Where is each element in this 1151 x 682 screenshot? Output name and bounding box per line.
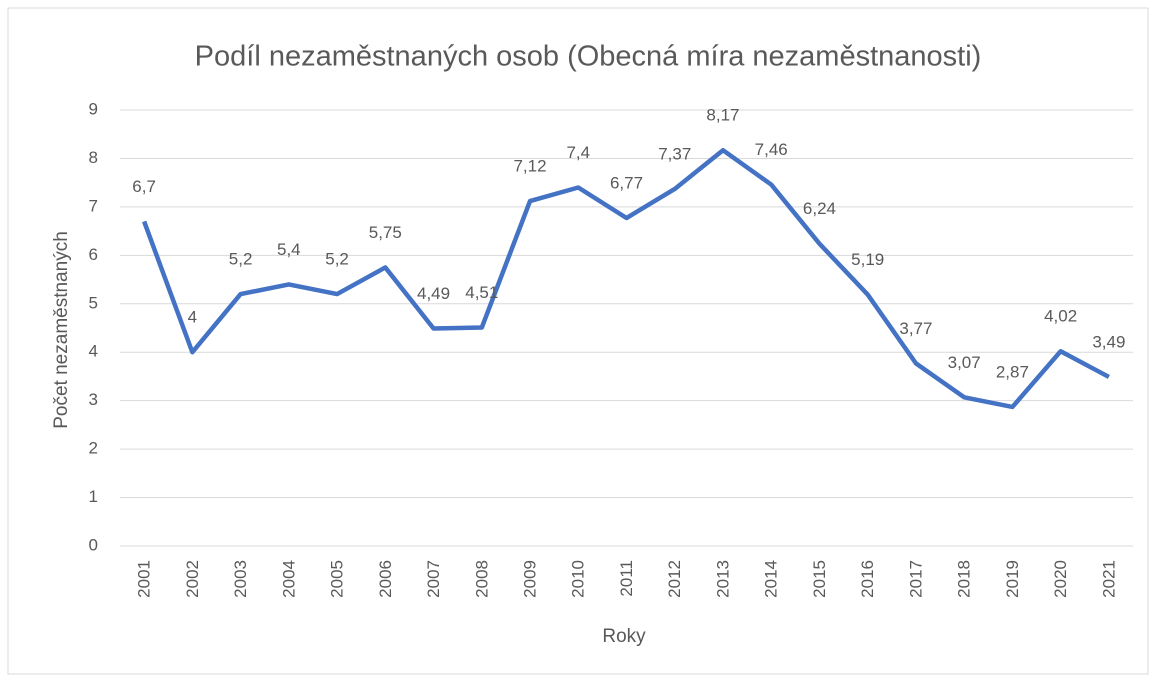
x-tick-label: 2017 xyxy=(906,560,925,598)
data-line xyxy=(142,147,1110,410)
data-label: 6,24 xyxy=(803,199,836,218)
data-label: 6,77 xyxy=(610,174,643,193)
y-axis-label: Počet nezaměstnaných xyxy=(51,231,72,429)
data-label: 7,37 xyxy=(658,144,691,163)
y-tick-label: 3 xyxy=(89,390,98,409)
x-tick-label: 2014 xyxy=(762,560,781,598)
data-label: 4,02 xyxy=(1044,307,1077,326)
y-tick-label: 2 xyxy=(89,439,98,458)
data-label: 4 xyxy=(188,308,197,327)
data-label: 3,49 xyxy=(1092,332,1125,351)
data-label: 8,17 xyxy=(706,106,739,125)
y-tick-label: 7 xyxy=(89,196,98,215)
data-label: 7,4 xyxy=(566,143,590,162)
chart-border xyxy=(7,7,1149,675)
chart-title: Podíl nezaměstnaných osob (Obecná míra n… xyxy=(195,41,982,73)
x-tick-label: 2007 xyxy=(424,560,443,598)
data-label: 5,2 xyxy=(325,250,349,269)
data-label: 4,49 xyxy=(417,284,450,303)
x-tick-label: 2016 xyxy=(858,560,877,598)
x-tick-label: 2003 xyxy=(231,560,250,598)
y-tick-label: 5 xyxy=(89,293,98,312)
x-tick-label: 2008 xyxy=(472,560,491,598)
data-label: 2,87 xyxy=(996,362,1029,381)
data-label: 7,12 xyxy=(513,157,546,176)
x-tick-label: 2012 xyxy=(665,560,684,598)
x-tick-label: 2020 xyxy=(1051,560,1070,598)
y-tick-label: 0 xyxy=(89,535,98,554)
x-axis-label: Roky xyxy=(602,626,646,647)
data-label: 6,7 xyxy=(132,177,156,196)
x-tick-label: 2011 xyxy=(617,560,636,597)
x-tick-label: 2002 xyxy=(183,560,202,598)
y-tick-label: 8 xyxy=(89,148,98,167)
y-tick-label: 9 xyxy=(89,99,98,118)
x-tick-label: 2009 xyxy=(521,560,540,598)
x-tick-label: 2019 xyxy=(1003,560,1022,598)
data-label: 5,2 xyxy=(229,250,253,269)
x-tick-label: 2006 xyxy=(376,560,395,598)
data-label: 7,46 xyxy=(755,140,788,159)
data-label: 3,07 xyxy=(948,353,981,372)
x-tick-label: 2021 xyxy=(1099,560,1118,598)
x-tick-label: 2010 xyxy=(569,560,588,598)
y-tick-label: 4 xyxy=(89,342,98,361)
y-tick-label: 6 xyxy=(89,245,98,264)
data-label: 5,75 xyxy=(369,223,402,242)
x-tick-label: 2005 xyxy=(328,560,347,598)
data-label: 4,51 xyxy=(465,283,498,302)
data-label: 3,77 xyxy=(899,319,932,338)
x-tick-label: 2018 xyxy=(955,560,974,598)
x-tick-label: 2001 xyxy=(135,560,154,598)
data-label: 5,4 xyxy=(277,240,301,259)
x-tick-label: 2013 xyxy=(713,560,732,598)
data-label: 5,19 xyxy=(851,250,884,269)
x-tick-label: 2015 xyxy=(810,560,829,598)
x-tick-label: 2004 xyxy=(279,560,298,598)
y-tick-label: 1 xyxy=(89,487,98,506)
